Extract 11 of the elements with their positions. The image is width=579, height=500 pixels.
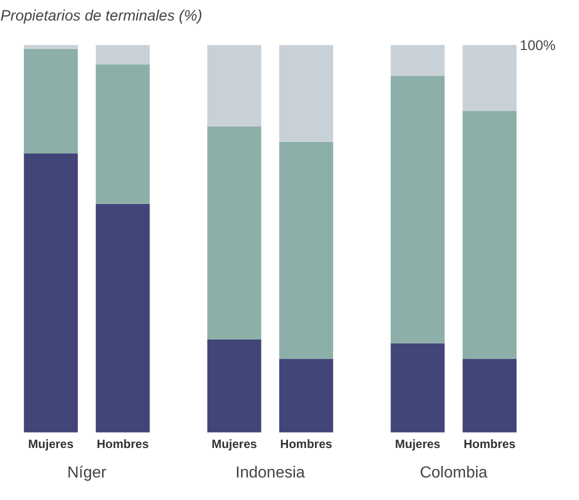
x-tick-label: Hombres: [280, 437, 333, 452]
x-tick-label: Mujeres: [394, 437, 441, 452]
x-tick-label: Mujeres: [28, 437, 74, 452]
x-tick-label: Hombres: [96, 437, 150, 452]
text: Níger: [67, 464, 108, 482]
text: Indonesia: [236, 464, 306, 482]
x-tick-label: Mujeres: [212, 437, 258, 452]
text: Colombia: [420, 464, 488, 482]
x-tick-label: Hombres: [464, 437, 516, 452]
chart-title: Propietarios de terminales (%): [0, 8, 202, 24]
annotation: 100%: [520, 36, 556, 53]
